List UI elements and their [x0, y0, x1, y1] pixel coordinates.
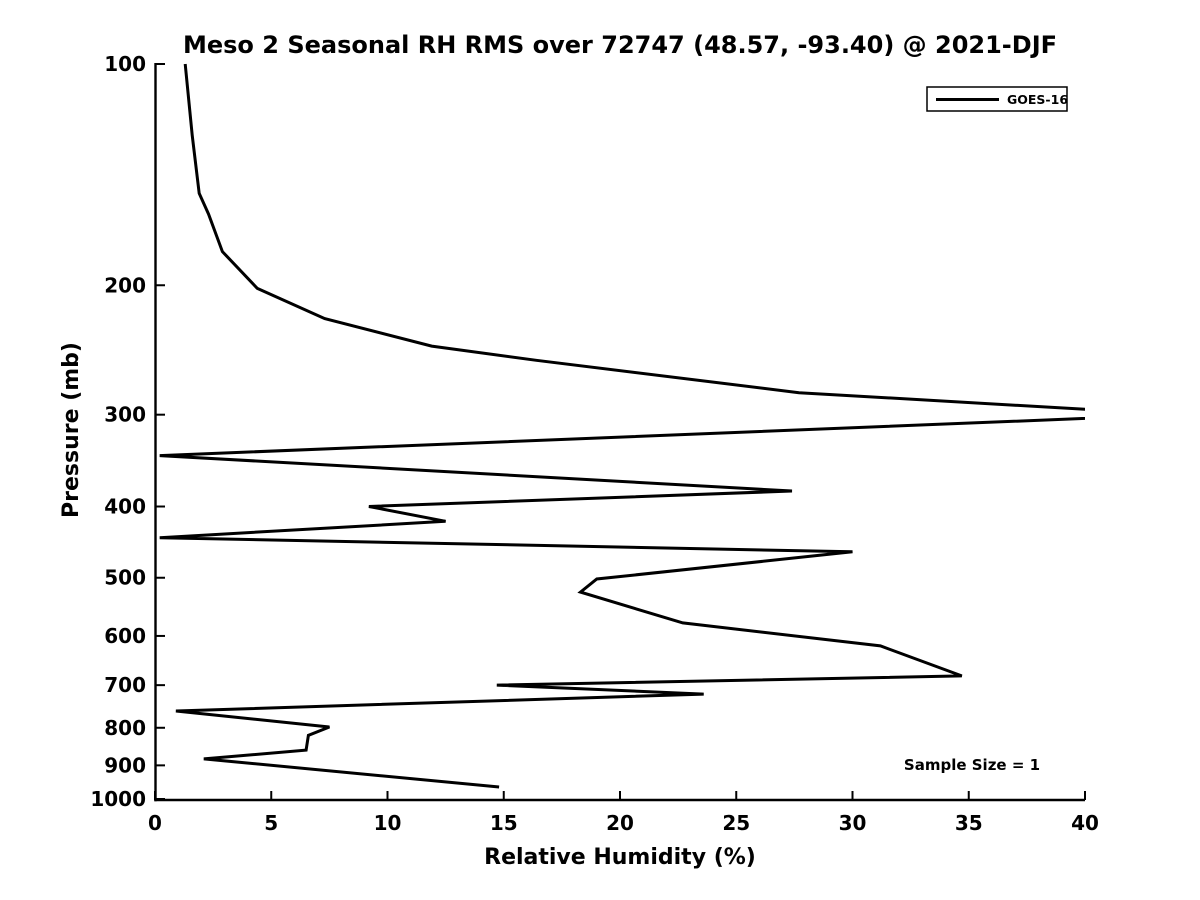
legend: GOES-16 [926, 86, 1068, 112]
sample-size-annotation: Sample Size = 1 [904, 756, 1040, 774]
y-tick-label: 700 [104, 673, 146, 697]
y-tick-label: 100 [104, 52, 146, 76]
x-tick-label: 10 [374, 811, 402, 835]
chart-title: Meso 2 Seasonal RH RMS over 72747 (48.57… [183, 31, 1057, 59]
y-axis-ticks: 100 200 300 400 500 600 700 800 900 1000 [90, 52, 165, 811]
x-tick-label: 20 [606, 811, 634, 835]
y-tick-label: 1000 [90, 787, 146, 811]
y-axis-label: Pressure (mb) [59, 342, 84, 518]
x-tick-label: 15 [490, 811, 518, 835]
y-tick-label: 500 [104, 566, 146, 590]
legend-label: GOES-16 [1007, 92, 1068, 107]
goes16-series-line [159, 63, 1085, 789]
y-tick-label: 800 [104, 716, 146, 740]
x-tick-label: 0 [148, 811, 162, 835]
x-tick-label: 5 [264, 811, 278, 835]
x-tick-label: 35 [955, 811, 983, 835]
x-tick-label: 40 [1071, 811, 1099, 835]
y-tick-label: 600 [104, 624, 146, 648]
y-tick-label: 900 [104, 753, 146, 777]
y-tick-label: 400 [104, 495, 146, 519]
x-tick-label: 30 [839, 811, 867, 835]
x-axis-ticks: 0 5 10 15 20 25 30 35 40 [148, 791, 1099, 835]
x-tick-label: 25 [722, 811, 750, 835]
y-tick-label: 300 [104, 403, 146, 427]
y-tick-label: 200 [104, 273, 146, 297]
x-axis-label: Relative Humidity (%) [484, 845, 756, 870]
